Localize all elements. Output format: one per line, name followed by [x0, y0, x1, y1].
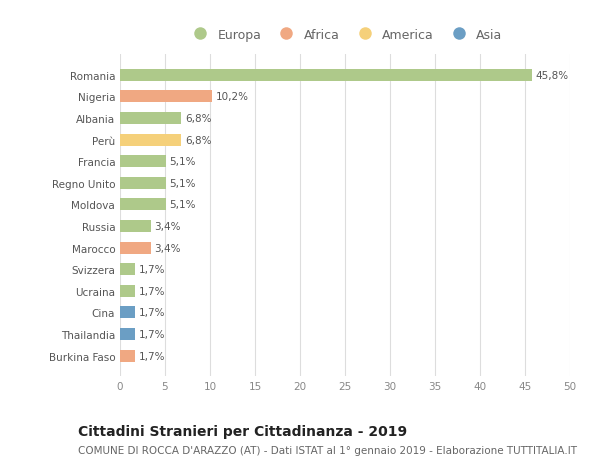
Text: COMUNE DI ROCCA D'ARAZZO (AT) - Dati ISTAT al 1° gennaio 2019 - Elaborazione TUT: COMUNE DI ROCCA D'ARAZZO (AT) - Dati IST…: [78, 445, 577, 455]
Text: 1,7%: 1,7%: [139, 308, 166, 318]
Bar: [120, 328, 136, 340]
Text: 1,7%: 1,7%: [139, 351, 166, 361]
Text: 6,8%: 6,8%: [185, 135, 211, 145]
Text: 1,7%: 1,7%: [139, 265, 166, 274]
Text: 10,2%: 10,2%: [215, 92, 248, 102]
Text: 1,7%: 1,7%: [139, 286, 166, 296]
Bar: [120, 113, 181, 125]
Text: 3,4%: 3,4%: [154, 222, 181, 231]
Text: 5,1%: 5,1%: [170, 157, 196, 167]
Bar: [120, 156, 166, 168]
Bar: [120, 199, 166, 211]
Bar: [120, 91, 212, 103]
Text: Cittadini Stranieri per Cittadinanza - 2019: Cittadini Stranieri per Cittadinanza - 2…: [78, 425, 407, 438]
Legend: Europa, Africa, America, Asia: Europa, Africa, America, Asia: [185, 26, 505, 44]
Bar: [120, 70, 532, 82]
Bar: [120, 242, 151, 254]
Text: 1,7%: 1,7%: [139, 329, 166, 339]
Bar: [120, 178, 166, 189]
Bar: [120, 307, 136, 319]
Text: 5,1%: 5,1%: [170, 179, 196, 188]
Text: 3,4%: 3,4%: [154, 243, 181, 253]
Bar: [120, 263, 136, 275]
Bar: [120, 285, 136, 297]
Text: 6,8%: 6,8%: [185, 114, 211, 124]
Bar: [120, 134, 181, 146]
Text: 5,1%: 5,1%: [170, 200, 196, 210]
Text: 45,8%: 45,8%: [536, 71, 569, 81]
Bar: [120, 221, 151, 232]
Bar: [120, 350, 136, 362]
